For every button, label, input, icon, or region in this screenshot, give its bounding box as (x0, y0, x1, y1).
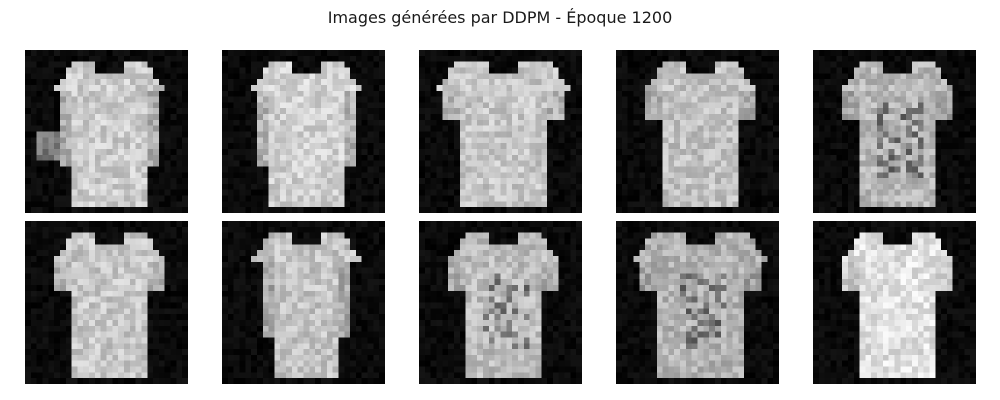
sample-tile (222, 221, 385, 384)
sample-tile (813, 221, 976, 384)
tshirt-sample-image (616, 50, 779, 213)
tshirt-sample-image (25, 50, 188, 213)
tshirt-sample-image (813, 221, 976, 384)
tshirt-sample-image (813, 50, 976, 213)
tshirt-sample-image (222, 221, 385, 384)
sample-tile (616, 50, 779, 213)
sample-tile (419, 50, 582, 213)
tshirt-sample-image (25, 221, 188, 384)
sample-tile (813, 50, 976, 213)
sample-tile (222, 50, 385, 213)
tshirt-sample-image (419, 221, 582, 384)
sample-tile (25, 50, 188, 213)
tshirt-sample-image (419, 50, 582, 213)
sample-tile (616, 221, 779, 384)
tshirt-sample-image (222, 50, 385, 213)
sample-tile (25, 221, 188, 384)
sample-tile (419, 221, 582, 384)
figure-title: Images générées par DDPM - Époque 1200 (327, 8, 673, 27)
tshirt-sample-image (616, 221, 779, 384)
